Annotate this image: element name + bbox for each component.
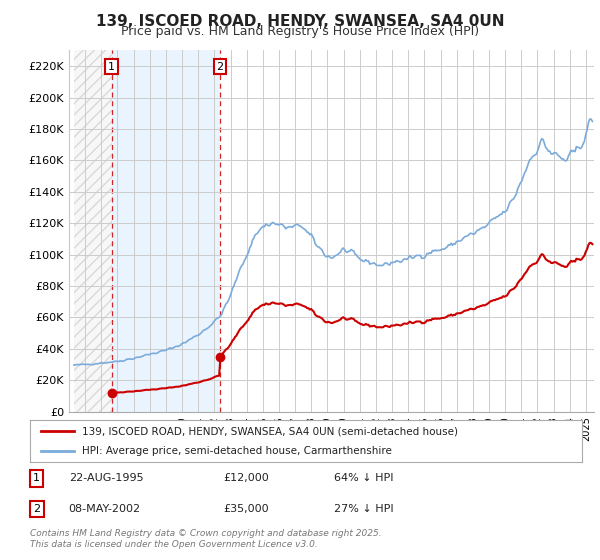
Text: 1: 1 [33, 473, 40, 483]
Text: 22-AUG-1995: 22-AUG-1995 [68, 473, 143, 483]
Text: £35,000: £35,000 [223, 504, 269, 514]
Text: 64% ↓ HPI: 64% ↓ HPI [334, 473, 393, 483]
Text: 139, ISCOED ROAD, HENDY, SWANSEA, SA4 0UN: 139, ISCOED ROAD, HENDY, SWANSEA, SA4 0U… [96, 14, 504, 29]
Text: 139, ISCOED ROAD, HENDY, SWANSEA, SA4 0UN (semi-detached house): 139, ISCOED ROAD, HENDY, SWANSEA, SA4 0U… [82, 426, 458, 436]
Text: 27% ↓ HPI: 27% ↓ HPI [334, 504, 393, 514]
Text: 08-MAY-2002: 08-MAY-2002 [68, 504, 141, 514]
Text: 2: 2 [217, 62, 224, 72]
Bar [74, 50, 112, 412]
Text: Contains HM Land Registry data © Crown copyright and database right 2025.
This d: Contains HM Land Registry data © Crown c… [30, 529, 382, 549]
Text: 2: 2 [33, 504, 40, 514]
Bar [112, 50, 220, 412]
Text: Price paid vs. HM Land Registry's House Price Index (HPI): Price paid vs. HM Land Registry's House … [121, 25, 479, 38]
Text: £12,000: £12,000 [223, 473, 269, 483]
Text: HPI: Average price, semi-detached house, Carmarthenshire: HPI: Average price, semi-detached house,… [82, 446, 392, 456]
Text: 1: 1 [108, 62, 115, 72]
